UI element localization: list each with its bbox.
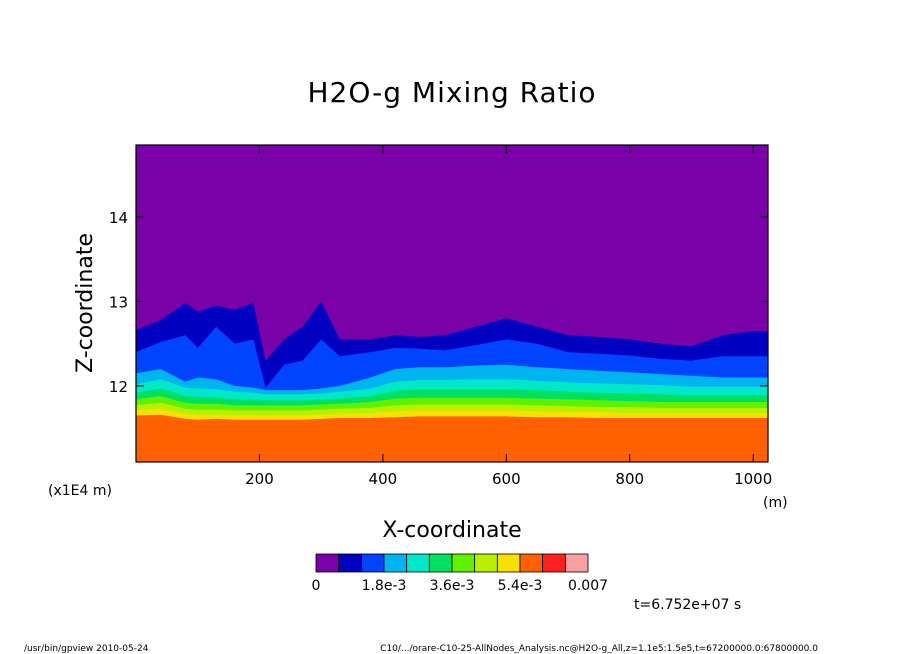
x-tick-label: 1000 xyxy=(734,470,772,488)
band-10 xyxy=(136,424,768,462)
colorbar-swatch xyxy=(360,553,385,573)
colorbar-swatch xyxy=(428,553,453,573)
colorbar-label: 1.8e-3 xyxy=(362,578,407,594)
y-tick-label: 12 xyxy=(109,378,128,396)
colorbar-swatch xyxy=(564,553,589,573)
colorbar-label: 5.4e-3 xyxy=(498,578,543,594)
y-tick-label: 13 xyxy=(109,293,128,311)
x-tick-label: 400 xyxy=(369,470,398,488)
footer-program: /usr/bin/gpview 2010-05-24 xyxy=(24,644,149,654)
colorbar-swatch xyxy=(474,553,498,573)
colorbar-swatch xyxy=(338,553,362,573)
colorbar-swatch xyxy=(451,553,476,573)
colorbar xyxy=(315,553,589,573)
x-tick-label: 200 xyxy=(245,470,274,488)
colorbar-label: 0 xyxy=(312,578,321,594)
colorbar-swatch xyxy=(496,553,521,573)
chart-title: H2O-g Mixing Ratio xyxy=(307,76,596,109)
colorbar-swatch xyxy=(383,553,408,573)
plot-area xyxy=(136,145,768,462)
x-units-label: (m) xyxy=(763,495,788,511)
colorbar-swatch xyxy=(406,553,430,573)
x-axis-title: X-coordinate xyxy=(382,518,521,543)
x-tick-label: 600 xyxy=(492,470,521,488)
y-tick-label: 14 xyxy=(109,209,128,227)
colorbar-swatch xyxy=(542,553,566,573)
y-axis-title: Z-coordinate xyxy=(73,233,98,373)
colorbar-swatch xyxy=(315,553,340,573)
colorbar-labels: 0 1.8e-3 3.6e-3 5.4e-3 0.007 xyxy=(312,578,609,594)
y-scale-label: (x1E4 m) xyxy=(48,483,112,499)
y-axis: 12 13 14 xyxy=(109,209,768,396)
footer-source: C10/.../orare-C10-25-AllNodes_Analysis.n… xyxy=(380,644,818,654)
x-axis: 200 400 600 800 1000 xyxy=(245,145,772,488)
colorbar-label: 0.007 xyxy=(568,578,608,594)
colorbar-label: 3.6e-3 xyxy=(430,578,475,594)
time-label: t=6.752e+07 s xyxy=(634,597,741,613)
colorbar-swatch xyxy=(519,553,544,573)
plot-frame xyxy=(135,144,769,463)
x-tick-label: 800 xyxy=(615,470,644,488)
